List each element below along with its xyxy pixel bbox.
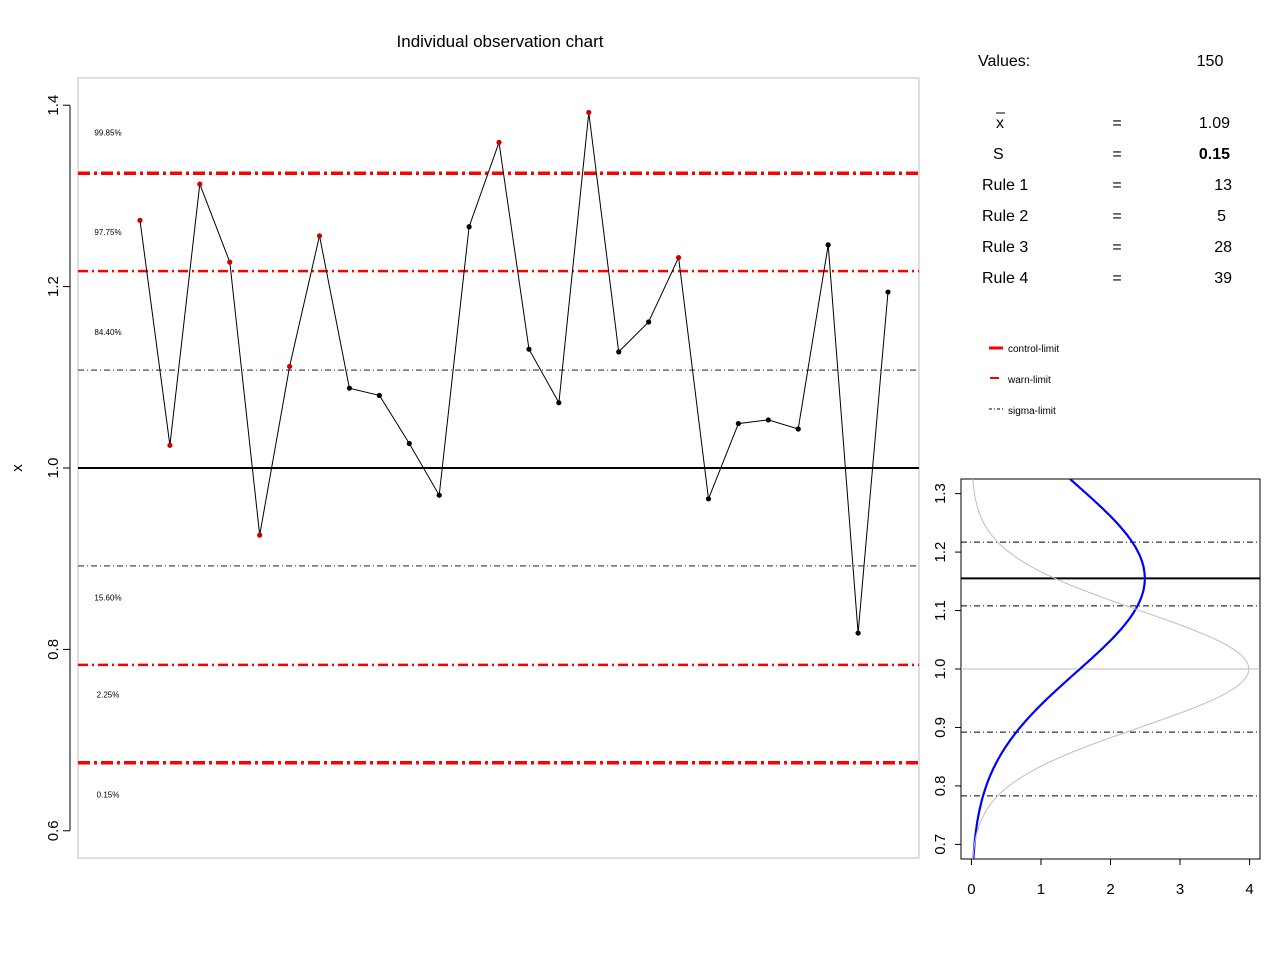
observation-point bbox=[227, 259, 233, 265]
density-x-tick-label: 0 bbox=[967, 881, 975, 898]
observation-point bbox=[526, 346, 532, 352]
y-axis: 0.6 0.8 1.0 1.2 1.4 bbox=[45, 95, 71, 841]
rule2-eq: = bbox=[1112, 208, 1121, 225]
rule3-value: 28 bbox=[1214, 239, 1232, 256]
density-y-tick-label: 0.8 bbox=[932, 775, 949, 796]
y-tick-label: 1.0 bbox=[45, 458, 62, 479]
values-label: Values: bbox=[978, 53, 1030, 70]
main-chart: Individual observation chart x 0.6 0.8 1.0… bbox=[9, 32, 920, 859]
density-x-tick-label: 3 bbox=[1176, 881, 1184, 898]
zone-percent-label: 15.60% bbox=[94, 594, 121, 603]
observation-point bbox=[436, 492, 442, 498]
s-label: S bbox=[993, 146, 1004, 163]
y-tick-label: 1.4 bbox=[45, 95, 62, 116]
rule1-value: 13 bbox=[1214, 177, 1232, 194]
density-x-tick-label: 1 bbox=[1037, 881, 1045, 898]
observation-point bbox=[795, 426, 801, 432]
observation-point bbox=[556, 400, 562, 406]
sample-density-curve bbox=[972, 479, 1146, 859]
observation-point bbox=[167, 442, 173, 448]
zone-percent-label: 84.40% bbox=[94, 328, 121, 337]
rule3-eq: = bbox=[1112, 239, 1121, 256]
s-eq: = bbox=[1112, 146, 1121, 163]
legend-control-label: control-limit bbox=[1008, 344, 1059, 355]
legend: control-limit warn-limit sigma-limit bbox=[989, 344, 1059, 417]
density-y-tick-label: 1.0 bbox=[932, 659, 949, 680]
observation-point bbox=[735, 420, 742, 427]
rule1-eq: = bbox=[1112, 177, 1121, 194]
density-x-axis: 0 1 2 3 4 bbox=[967, 859, 1254, 898]
observation-point bbox=[616, 349, 622, 355]
values-count: 150 bbox=[1197, 53, 1224, 70]
observation-point bbox=[646, 319, 652, 325]
xbar-label: x bbox=[996, 115, 1004, 132]
observation-point bbox=[885, 289, 891, 295]
reference-density-curve bbox=[972, 479, 1250, 859]
zone-percent-label: 0.15% bbox=[97, 791, 120, 800]
rule4-eq: = bbox=[1112, 270, 1121, 287]
legend-warn-label: warn-limit bbox=[1007, 375, 1051, 386]
observation-point bbox=[466, 224, 472, 230]
density-y-tick-label: 0.9 bbox=[932, 717, 949, 738]
density-x-tick-label: 2 bbox=[1106, 881, 1114, 898]
density-chart: 0.7 0.8 0.9 1.0 1.1 1.2 1.3 0 1 2 3 4 bbox=[932, 478, 1261, 898]
xbar-value: 1.09 bbox=[1199, 115, 1230, 132]
density-y-tick-label: 1.1 bbox=[932, 600, 949, 621]
observation-point bbox=[496, 139, 502, 145]
stats-panel: Values: 150 x = 1.09 S = 0.15 Rule 1 = 1… bbox=[978, 53, 1232, 287]
observation-point bbox=[346, 385, 353, 391]
zone-labels: 99.85% 97.75% 84.40% 15.60% 2.25% 0.15% bbox=[94, 128, 121, 799]
density-y-tick-label: 1.3 bbox=[932, 483, 949, 504]
observation-series bbox=[137, 109, 891, 636]
density-y-axis: 0.7 0.8 0.9 1.0 1.1 1.2 1.3 bbox=[932, 483, 961, 855]
density-y-tick-label: 1.2 bbox=[932, 542, 949, 563]
observation-point bbox=[376, 392, 382, 399]
observation-point bbox=[257, 532, 263, 538]
rule4-value: 39 bbox=[1214, 270, 1232, 287]
s-value: 0.15 bbox=[1199, 146, 1230, 163]
observation-point bbox=[287, 363, 293, 370]
chart-title: Individual observation chart bbox=[397, 32, 604, 51]
rule1-label: Rule 1 bbox=[982, 177, 1028, 194]
xbar-eq: = bbox=[1112, 115, 1121, 132]
y-tick-label: 1.2 bbox=[45, 276, 62, 297]
zone-percent-label: 99.85% bbox=[94, 128, 121, 137]
y-axis-label: x bbox=[9, 464, 26, 472]
observation-point bbox=[137, 217, 143, 223]
zone-percent-label: 2.25% bbox=[97, 691, 120, 700]
legend-sigma-label: sigma-limit bbox=[1008, 406, 1056, 417]
y-tick-label: 0.6 bbox=[45, 820, 62, 841]
observation-point bbox=[197, 181, 203, 187]
rule3-label: Rule 3 bbox=[982, 239, 1028, 256]
observation-point bbox=[316, 233, 323, 239]
density-x-tick-label: 4 bbox=[1245, 881, 1253, 898]
density-y-tick-label: 0.7 bbox=[932, 834, 949, 855]
observation-point bbox=[765, 417, 771, 423]
observation-point bbox=[825, 242, 831, 248]
observation-line bbox=[139, 112, 889, 634]
density-curves bbox=[972, 479, 1250, 859]
observation-point bbox=[705, 496, 712, 502]
observation-point bbox=[675, 254, 682, 261]
y-tick-label: 0.8 bbox=[45, 639, 62, 660]
rule4-label: Rule 4 bbox=[982, 270, 1028, 287]
observation-point bbox=[586, 109, 592, 116]
rule2-value: 5 bbox=[1217, 208, 1226, 225]
density-lines bbox=[961, 541, 1260, 797]
observation-point bbox=[406, 440, 412, 447]
observation-point bbox=[855, 630, 861, 636]
zone-percent-label: 97.75% bbox=[94, 228, 121, 237]
limit-lines bbox=[78, 171, 919, 765]
rule2-label: Rule 2 bbox=[982, 208, 1028, 225]
